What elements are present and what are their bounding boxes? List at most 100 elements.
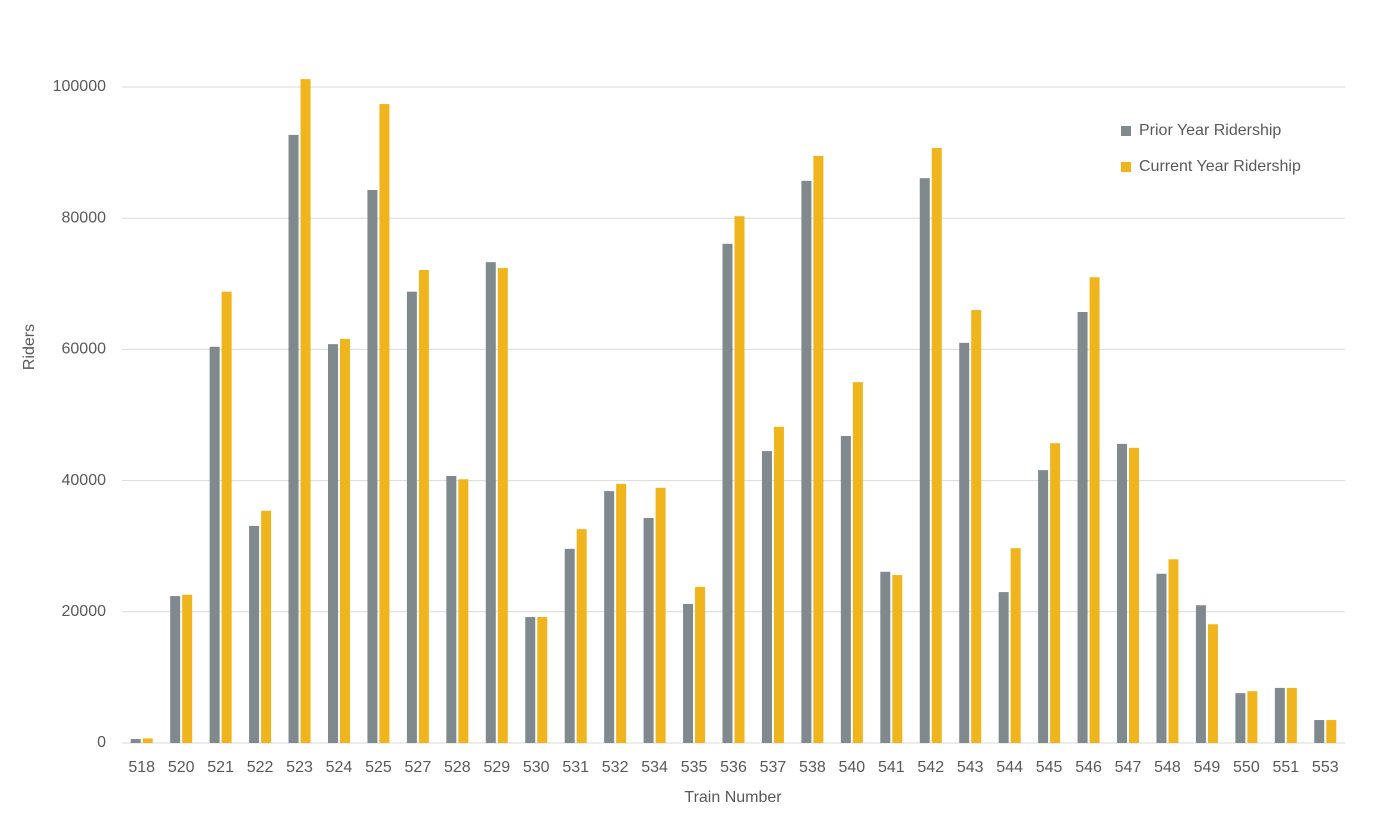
y-tick-label: 0 bbox=[97, 734, 106, 751]
bar bbox=[339, 338, 350, 743]
bar bbox=[722, 243, 733, 743]
x-tick-label: 549 bbox=[1194, 759, 1221, 776]
bar bbox=[209, 346, 220, 743]
y-axis-title: Riders bbox=[21, 324, 38, 370]
bar bbox=[446, 476, 457, 743]
x-tick-label: 546 bbox=[1075, 759, 1102, 776]
x-tick-label: 548 bbox=[1154, 759, 1181, 776]
bar bbox=[695, 586, 706, 743]
x-tick-label: 525 bbox=[365, 759, 392, 776]
bar bbox=[1314, 720, 1325, 743]
x-tick-label: 551 bbox=[1272, 759, 1299, 776]
bar bbox=[1129, 447, 1140, 743]
bar bbox=[537, 617, 548, 743]
bar bbox=[130, 739, 141, 743]
bar bbox=[852, 382, 863, 743]
y-tick-label: 60000 bbox=[62, 341, 107, 358]
y-tick-label: 100000 bbox=[53, 78, 106, 95]
bar bbox=[761, 451, 772, 743]
bar bbox=[458, 479, 469, 743]
x-tick-label: 542 bbox=[917, 759, 944, 776]
x-tick-label: 535 bbox=[681, 759, 708, 776]
bar bbox=[182, 594, 193, 743]
bar bbox=[840, 435, 851, 743]
x-tick-label: 553 bbox=[1312, 759, 1339, 776]
bar bbox=[971, 310, 982, 743]
bar bbox=[1286, 687, 1297, 743]
bar bbox=[734, 216, 745, 743]
bar bbox=[616, 483, 627, 743]
legend-label: Current Year Ridership bbox=[1139, 158, 1301, 175]
x-tick-label: 550 bbox=[1233, 759, 1260, 776]
bar bbox=[1038, 470, 1049, 743]
legend-swatch bbox=[1121, 162, 1131, 172]
x-tick-label: 532 bbox=[602, 759, 629, 776]
bar bbox=[327, 344, 338, 743]
bar bbox=[1235, 693, 1246, 743]
x-tick-label: 527 bbox=[405, 759, 432, 776]
bar bbox=[249, 525, 260, 743]
bar bbox=[418, 270, 429, 743]
bar bbox=[919, 178, 930, 743]
bar bbox=[683, 603, 694, 743]
x-tick-label: 534 bbox=[641, 759, 668, 776]
x-tick-label: 540 bbox=[839, 759, 866, 776]
bar bbox=[773, 426, 784, 743]
x-tick-label: 545 bbox=[1036, 759, 1063, 776]
bar bbox=[379, 104, 390, 743]
x-tick-label: 544 bbox=[996, 759, 1023, 776]
x-tick-label: 537 bbox=[760, 759, 787, 776]
y-tick-label: 20000 bbox=[62, 603, 107, 620]
x-tick-label: 524 bbox=[326, 759, 353, 776]
y-tick-label: 80000 bbox=[62, 209, 107, 226]
bar bbox=[1195, 605, 1206, 743]
bar bbox=[892, 575, 903, 743]
bar bbox=[643, 517, 654, 743]
legend-swatch bbox=[1121, 126, 1131, 136]
bar bbox=[1326, 720, 1337, 743]
x-tick-label: 536 bbox=[720, 759, 747, 776]
bar bbox=[261, 510, 272, 743]
x-axis-title: Train Number bbox=[684, 789, 782, 806]
bar bbox=[1274, 687, 1285, 743]
bar bbox=[813, 155, 824, 743]
bar bbox=[655, 487, 666, 743]
bar bbox=[288, 134, 299, 743]
x-tick-label: 543 bbox=[957, 759, 984, 776]
bar bbox=[142, 738, 153, 743]
bar bbox=[1207, 624, 1218, 743]
bar bbox=[1168, 559, 1179, 743]
bar bbox=[1089, 277, 1100, 743]
y-tick-label: 40000 bbox=[62, 472, 107, 489]
legend-label: Prior Year Ridership bbox=[1139, 122, 1281, 139]
bar bbox=[931, 148, 942, 743]
x-tick-label: 541 bbox=[878, 759, 905, 776]
bar bbox=[564, 548, 575, 743]
x-tick-label: 522 bbox=[247, 759, 274, 776]
x-tick-label: 523 bbox=[286, 759, 313, 776]
bar bbox=[497, 268, 508, 743]
bar bbox=[604, 491, 615, 743]
bar bbox=[1077, 312, 1088, 743]
bar bbox=[801, 180, 812, 744]
bar bbox=[485, 262, 496, 743]
bar bbox=[1050, 443, 1061, 743]
bar bbox=[221, 291, 232, 743]
x-tick-label: 529 bbox=[483, 759, 510, 776]
x-tick-label: 547 bbox=[1115, 759, 1142, 776]
x-tick-label: 530 bbox=[523, 759, 550, 776]
x-tick-label: 538 bbox=[799, 759, 826, 776]
bar bbox=[576, 529, 587, 743]
bar bbox=[1156, 573, 1167, 743]
bar bbox=[998, 592, 1009, 743]
bar bbox=[525, 617, 536, 743]
x-tick-label: 520 bbox=[168, 759, 195, 776]
x-tick-label: 531 bbox=[562, 759, 589, 776]
bar bbox=[1117, 443, 1128, 743]
bar bbox=[170, 596, 181, 743]
bar bbox=[1010, 548, 1021, 743]
bar bbox=[367, 189, 378, 743]
x-tick-label: 528 bbox=[444, 759, 471, 776]
bar bbox=[1247, 691, 1258, 743]
